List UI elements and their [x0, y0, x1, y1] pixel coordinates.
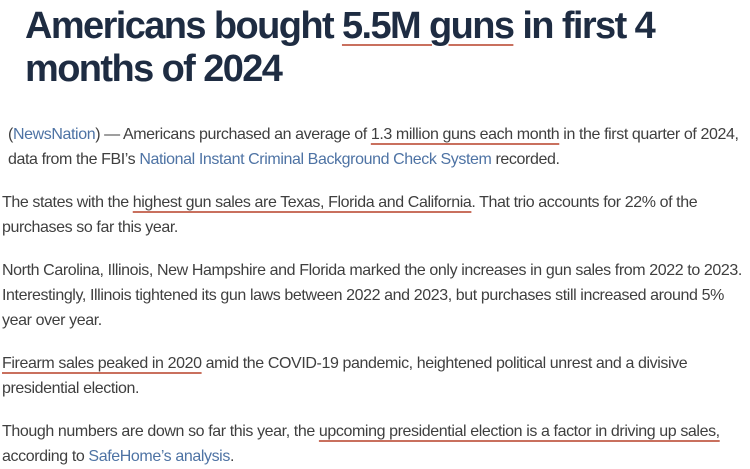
text-run: ( [8, 126, 13, 143]
article-paragraph-peak-2020: Firearm sales peaked in 2020 amid the CO… [2, 351, 747, 401]
text-run: amid the COVID-19 pandemic, heightened p… [2, 355, 688, 397]
article-paragraph-election: Though numbers are down so far this year… [2, 419, 747, 469]
text-run: The states with the [2, 194, 133, 211]
underlined-text: highest gun sales are Texas, Florida and… [132, 194, 472, 211]
inline-link[interactable]: National Instant Criminal Background Che… [139, 151, 492, 168]
article-body: (NewsNation) — Americans purchased an av… [0, 122, 750, 469]
article-paragraph-lead: (NewsNation) — Americans purchased an av… [2, 122, 747, 172]
article-paragraph-increases: North Carolina, Illinois, New Hampshire … [2, 258, 747, 333]
text-run: Though numbers are down so far this year… [2, 423, 319, 440]
text-run: recorded. [491, 151, 560, 168]
article-headline: Americans bought 5.5M guns in first 4 mo… [0, 0, 750, 91]
text-run: according to [2, 448, 89, 465]
inline-link[interactable]: NewsNation [12, 126, 96, 143]
underlined-text: 5.5M guns [341, 5, 515, 47]
text-run: in the first quarter of 2024, data from … [8, 126, 739, 168]
text-run: . [229, 448, 234, 465]
text-run: ) — Americans purchased an average of [95, 126, 371, 143]
article-paragraph-states: The states with the highest gun sales ar… [2, 190, 747, 240]
inline-link[interactable]: SafeHome’s analysis [88, 448, 230, 465]
underlined-text: Firearm sales peaked in 2020 [2, 355, 202, 372]
underlined-text: 1.3 million guns each month [370, 126, 560, 143]
text-run: North Carolina, Illinois, New Hampshire … [2, 262, 742, 329]
text-run: . That trio accounts for 22% of the purc… [2, 194, 698, 236]
text-run: in first 4 months of 2024 [25, 5, 656, 90]
text-run: Americans bought [25, 5, 342, 47]
underlined-text: upcoming presidential election is a fact… [318, 423, 720, 440]
